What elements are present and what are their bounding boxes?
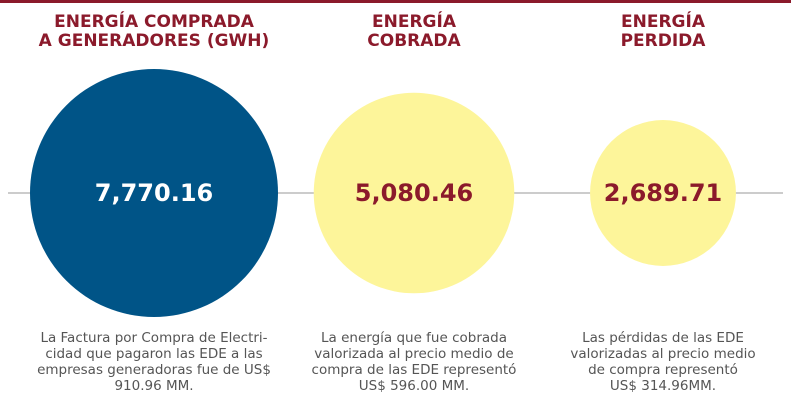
description: valorizada al precio medio de — [314, 346, 513, 362]
description: US$ 314.96MM. — [610, 378, 716, 394]
panel-title: PERDIDA — [621, 31, 707, 51]
description: de compra representó — [588, 362, 738, 378]
value-label: 7,770.16 — [95, 179, 213, 207]
panel-title: ENERGÍA — [372, 10, 457, 32]
top-bar — [0, 0, 791, 3]
bubble — [30, 69, 278, 317]
value-label: 5,080.46 — [355, 179, 473, 207]
description: cidad que pagaron las EDE a las — [45, 346, 262, 362]
description: Las pérdidas de las EDE — [582, 330, 744, 346]
panel-title: ENERGÍA — [621, 10, 706, 32]
description: La energía que fue cobrada — [321, 330, 507, 346]
description: compra de las EDE representó — [312, 362, 517, 378]
panel-title: ENERGÍA COMPRADA — [54, 10, 255, 32]
description: La Factura por Compra de Electri- — [40, 330, 267, 346]
description: US$ 596.00 MM. — [359, 378, 469, 394]
description: valorizadas al precio medio — [570, 346, 755, 362]
bubble — [590, 120, 736, 266]
panel-title: A GENERADORES (GWH) — [39, 31, 270, 51]
value-label: 2,689.71 — [604, 179, 722, 207]
description: empresas generadoras fue de US$ — [37, 362, 271, 378]
panel-title: COBRADA — [367, 31, 461, 51]
description: 910.96 MM. — [114, 378, 193, 394]
bubble — [313, 92, 515, 294]
